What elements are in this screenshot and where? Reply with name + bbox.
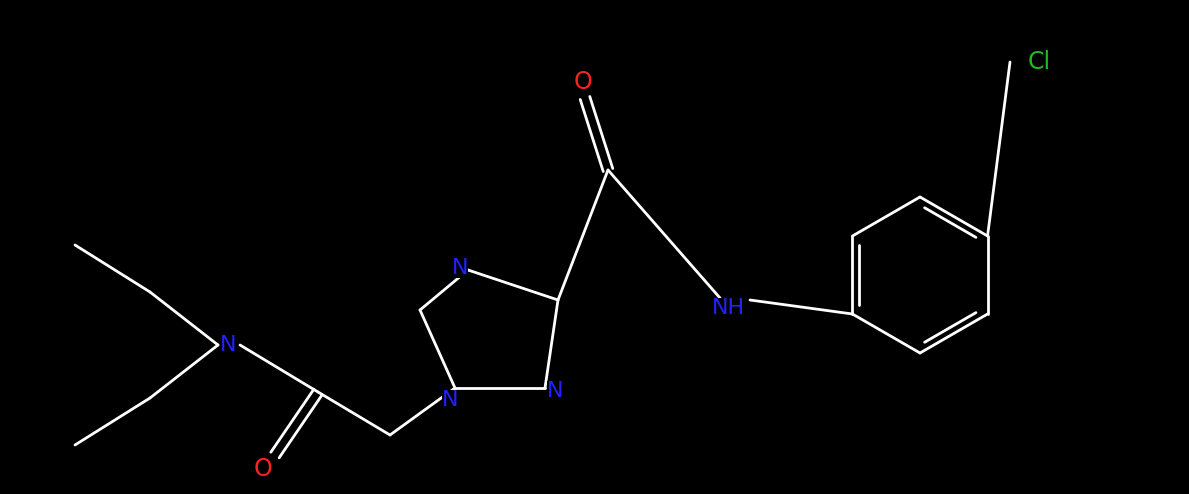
Text: Cl: Cl xyxy=(1028,50,1051,74)
Text: O: O xyxy=(253,457,272,481)
Text: N: N xyxy=(547,381,564,401)
Text: O: O xyxy=(573,70,592,94)
Text: N: N xyxy=(442,390,458,410)
Text: NH: NH xyxy=(711,298,744,318)
Text: N: N xyxy=(220,335,237,355)
Text: N: N xyxy=(452,258,468,278)
